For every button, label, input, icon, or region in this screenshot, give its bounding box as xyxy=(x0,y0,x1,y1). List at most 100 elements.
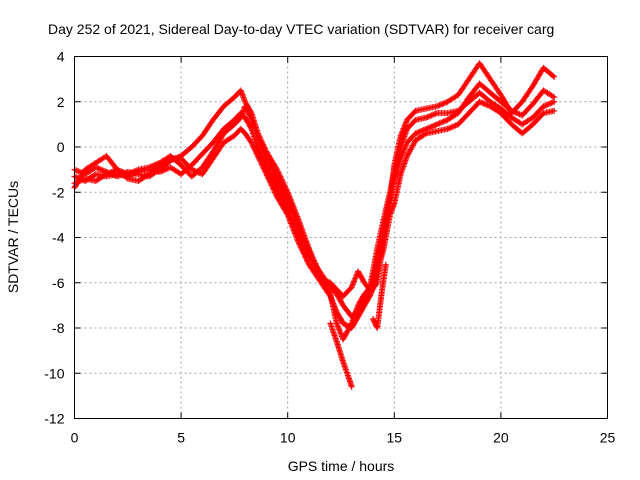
point-marker xyxy=(148,163,155,170)
point-marker xyxy=(102,171,109,178)
point-marker xyxy=(309,256,316,263)
point-marker xyxy=(249,142,256,149)
x-tick-label: 10 xyxy=(280,430,296,446)
point-marker xyxy=(444,125,451,132)
point-marker xyxy=(294,237,301,244)
point-marker xyxy=(264,172,271,179)
point-marker xyxy=(282,183,289,190)
point-marker xyxy=(243,107,250,114)
point-marker xyxy=(290,227,297,234)
point-marker xyxy=(342,332,349,339)
point-marker xyxy=(483,101,490,108)
point-marker xyxy=(128,169,135,176)
point-marker xyxy=(265,175,272,182)
point-marker xyxy=(484,102,491,109)
point-marker xyxy=(281,182,288,189)
y-tick-label: -6 xyxy=(52,275,65,291)
point-marker xyxy=(548,99,555,106)
series-track-e xyxy=(327,320,355,390)
point-marker xyxy=(246,112,253,119)
point-marker xyxy=(550,72,557,79)
point-marker xyxy=(443,99,450,106)
point-marker xyxy=(515,110,522,117)
point-marker xyxy=(417,128,424,135)
point-marker xyxy=(276,170,283,177)
point-marker xyxy=(314,269,321,276)
point-marker xyxy=(350,279,357,286)
point-marker xyxy=(329,297,336,304)
point-marker xyxy=(421,131,428,138)
point-marker xyxy=(341,333,348,340)
point-marker xyxy=(424,114,431,121)
point-marker xyxy=(96,166,103,173)
point-marker xyxy=(551,107,558,114)
point-marker xyxy=(476,98,483,105)
point-marker xyxy=(331,304,338,311)
point-marker xyxy=(308,253,315,260)
point-marker xyxy=(313,266,320,273)
point-marker xyxy=(311,260,318,267)
point-marker xyxy=(352,275,359,282)
point-marker xyxy=(294,236,301,243)
point-marker xyxy=(296,240,303,247)
point-marker xyxy=(110,168,117,175)
point-marker xyxy=(274,175,281,182)
x-tick-label: 20 xyxy=(493,430,509,446)
point-marker xyxy=(274,186,281,193)
point-marker xyxy=(251,144,258,151)
point-marker xyxy=(433,103,440,110)
point-marker xyxy=(274,184,281,191)
point-marker xyxy=(352,274,359,281)
y-tick-label: -12 xyxy=(44,411,64,427)
point-marker xyxy=(264,158,271,165)
point-marker xyxy=(310,259,317,266)
point-marker xyxy=(401,124,408,131)
point-marker xyxy=(114,166,121,173)
series-track-f xyxy=(369,261,389,331)
point-marker xyxy=(286,217,293,224)
point-marker xyxy=(288,221,295,228)
point-marker xyxy=(252,148,259,155)
point-marker xyxy=(284,189,291,196)
point-marker xyxy=(545,101,552,108)
point-marker xyxy=(343,329,350,336)
point-marker xyxy=(274,177,281,184)
point-marker xyxy=(431,111,438,118)
point-marker xyxy=(244,108,251,115)
point-marker xyxy=(401,145,408,152)
point-marker xyxy=(432,121,439,128)
x-tick-label: 5 xyxy=(177,430,185,446)
point-marker xyxy=(400,148,407,155)
series-track-a xyxy=(71,89,558,320)
point-marker xyxy=(373,281,380,288)
point-marker xyxy=(276,172,283,179)
point-marker xyxy=(122,170,129,177)
point-marker xyxy=(278,184,285,191)
point-marker xyxy=(298,244,305,251)
point-marker xyxy=(270,168,277,175)
point-marker xyxy=(348,284,355,291)
point-marker xyxy=(190,167,197,174)
point-marker xyxy=(284,211,291,218)
point-marker xyxy=(382,261,389,268)
point-marker xyxy=(411,139,418,146)
point-marker xyxy=(431,122,438,129)
point-marker xyxy=(276,190,283,197)
point-marker xyxy=(428,123,435,130)
point-marker xyxy=(120,169,127,176)
point-marker xyxy=(551,73,558,80)
point-marker xyxy=(99,167,106,174)
y-tick-label: 0 xyxy=(57,139,65,155)
point-marker xyxy=(247,115,254,122)
point-marker xyxy=(248,139,255,146)
y-tick-label: 4 xyxy=(57,49,65,65)
point-marker xyxy=(270,185,277,192)
point-marker xyxy=(127,170,134,177)
point-marker xyxy=(289,224,296,231)
point-marker xyxy=(268,164,275,171)
point-marker xyxy=(245,111,252,118)
point-marker xyxy=(337,329,344,336)
point-marker xyxy=(400,126,407,133)
point-marker xyxy=(267,163,274,170)
point-marker xyxy=(401,146,408,153)
